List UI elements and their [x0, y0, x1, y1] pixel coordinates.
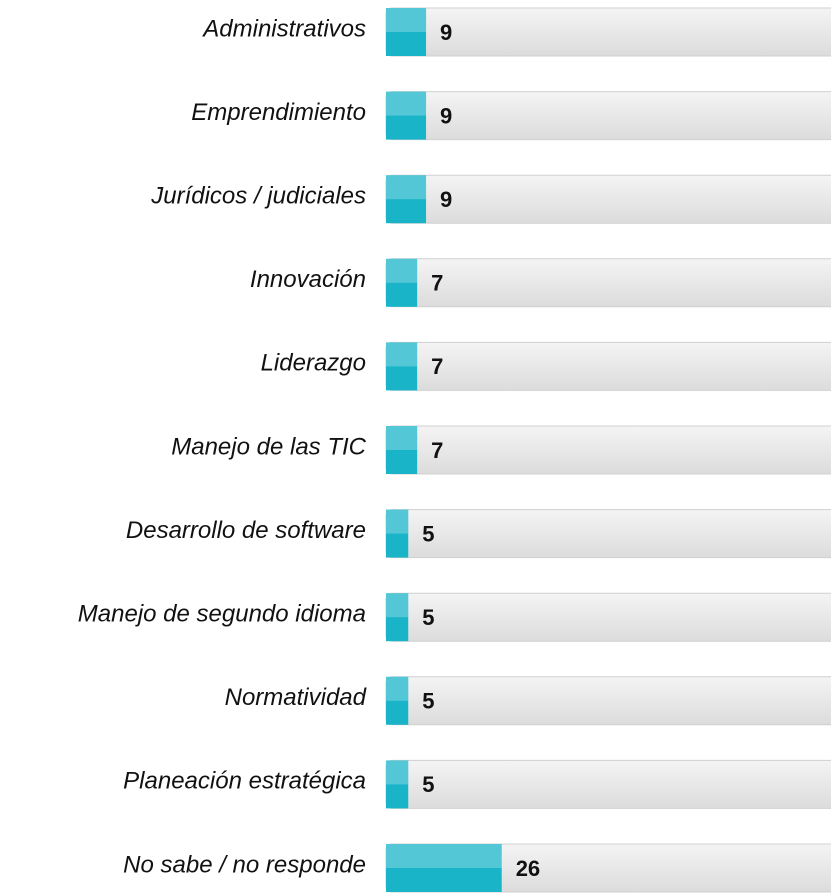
bar-top — [386, 91, 427, 116]
bar-top — [386, 8, 427, 32]
bar — [386, 676, 409, 725]
bar-top — [386, 175, 427, 200]
bar-bottom — [386, 258, 418, 307]
category-label: Manejo de las TIC — [171, 433, 366, 460]
category-label: No sabe / no responde — [123, 851, 366, 878]
bar-top — [386, 844, 502, 868]
bar-bottom — [386, 91, 427, 140]
bar-track — [385, 174, 831, 224]
category-label: Innovación — [250, 266, 366, 293]
value-label: 5 — [422, 605, 434, 630]
bar-track — [385, 592, 831, 642]
bar-top — [386, 760, 409, 785]
bar — [386, 175, 427, 224]
bar-bottom — [386, 760, 409, 809]
bar — [386, 593, 409, 642]
bar-bottom — [386, 175, 427, 224]
bar — [386, 509, 409, 558]
bar-top — [386, 426, 418, 450]
bar-bottom — [386, 509, 409, 558]
value-label: 7 — [431, 271, 443, 296]
bar-track — [385, 258, 831, 308]
bar — [386, 258, 418, 307]
category-label: Emprendimiento — [191, 99, 366, 126]
value-label: 9 — [440, 20, 452, 45]
bar-track — [385, 341, 831, 391]
category-label: Jurídicos / judiciales — [150, 183, 366, 210]
category-label: Manejo de segundo idioma — [78, 601, 366, 628]
bar-top — [386, 676, 409, 701]
bar-bottom — [386, 8, 427, 56]
category-label: Normatividad — [225, 684, 367, 711]
bar-bottom — [386, 676, 409, 725]
value-label: 9 — [440, 103, 452, 128]
bar — [386, 342, 418, 391]
value-label: 7 — [431, 354, 443, 379]
category-label: Administrativos — [201, 15, 366, 42]
value-label: 5 — [422, 689, 434, 714]
value-label: 5 — [422, 521, 434, 546]
bar — [386, 760, 409, 809]
category-label: Liderazgo — [261, 350, 366, 377]
bar-top — [386, 593, 409, 618]
bar-bottom — [386, 426, 418, 474]
bar-bottom — [386, 844, 502, 892]
bar — [386, 426, 418, 474]
bar-track — [385, 759, 831, 809]
bar-top — [386, 509, 409, 534]
value-label: 9 — [440, 187, 452, 212]
bar-bottom — [386, 593, 409, 642]
bar-track — [385, 91, 831, 141]
bar-top — [386, 342, 418, 367]
bar-track — [385, 425, 831, 475]
bar-top — [386, 258, 418, 283]
bar-track — [385, 7, 831, 57]
bar-bottom — [386, 342, 418, 391]
value-label: 26 — [516, 856, 540, 881]
bar-track — [385, 509, 831, 559]
category-label: Desarrollo de software — [126, 517, 366, 544]
value-label: 7 — [431, 438, 443, 463]
value-label: 5 — [422, 772, 434, 797]
bar — [386, 8, 427, 56]
bar-track — [385, 676, 831, 726]
category-label: Planeación estratégica — [123, 768, 366, 795]
bar — [386, 91, 427, 140]
bar — [386, 844, 502, 892]
